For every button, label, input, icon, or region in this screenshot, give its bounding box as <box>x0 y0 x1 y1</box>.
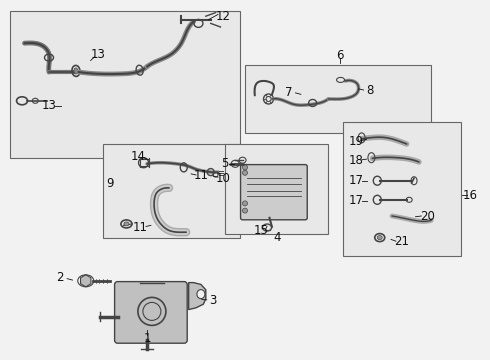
Bar <box>10 11 240 158</box>
Text: 15: 15 <box>253 224 268 237</box>
Ellipse shape <box>243 208 247 213</box>
Text: 4: 4 <box>273 231 281 244</box>
Text: 19: 19 <box>348 135 363 148</box>
Text: 14: 14 <box>131 150 146 163</box>
Text: 17: 17 <box>348 174 363 187</box>
Bar <box>343 122 461 256</box>
Bar <box>245 65 431 133</box>
Ellipse shape <box>74 68 78 74</box>
Text: 12: 12 <box>216 10 230 23</box>
Text: 8: 8 <box>366 84 374 96</box>
FancyBboxPatch shape <box>115 282 187 343</box>
Text: 2: 2 <box>56 271 64 284</box>
Text: 20: 20 <box>420 210 435 222</box>
Ellipse shape <box>243 201 247 206</box>
Text: 18: 18 <box>348 154 363 167</box>
Text: 11: 11 <box>133 221 148 234</box>
Ellipse shape <box>197 289 205 299</box>
Text: 11: 11 <box>194 169 208 182</box>
Ellipse shape <box>377 235 382 240</box>
Text: 9: 9 <box>106 177 114 190</box>
Text: 5: 5 <box>220 157 228 170</box>
Text: 6: 6 <box>336 49 343 62</box>
Bar <box>225 144 328 234</box>
Text: 3: 3 <box>209 294 217 307</box>
Bar <box>103 144 240 238</box>
Text: 13: 13 <box>91 48 105 61</box>
Text: 7: 7 <box>285 86 293 99</box>
FancyBboxPatch shape <box>241 165 307 220</box>
Ellipse shape <box>124 222 129 226</box>
Text: 10: 10 <box>216 172 230 185</box>
Text: 17: 17 <box>348 194 363 207</box>
Text: 1: 1 <box>143 332 151 345</box>
Ellipse shape <box>243 165 247 170</box>
Polygon shape <box>80 275 91 287</box>
Text: 13: 13 <box>42 99 56 112</box>
Polygon shape <box>189 283 206 310</box>
Ellipse shape <box>243 170 247 175</box>
Text: 16: 16 <box>463 189 478 202</box>
Text: 21: 21 <box>394 235 409 248</box>
